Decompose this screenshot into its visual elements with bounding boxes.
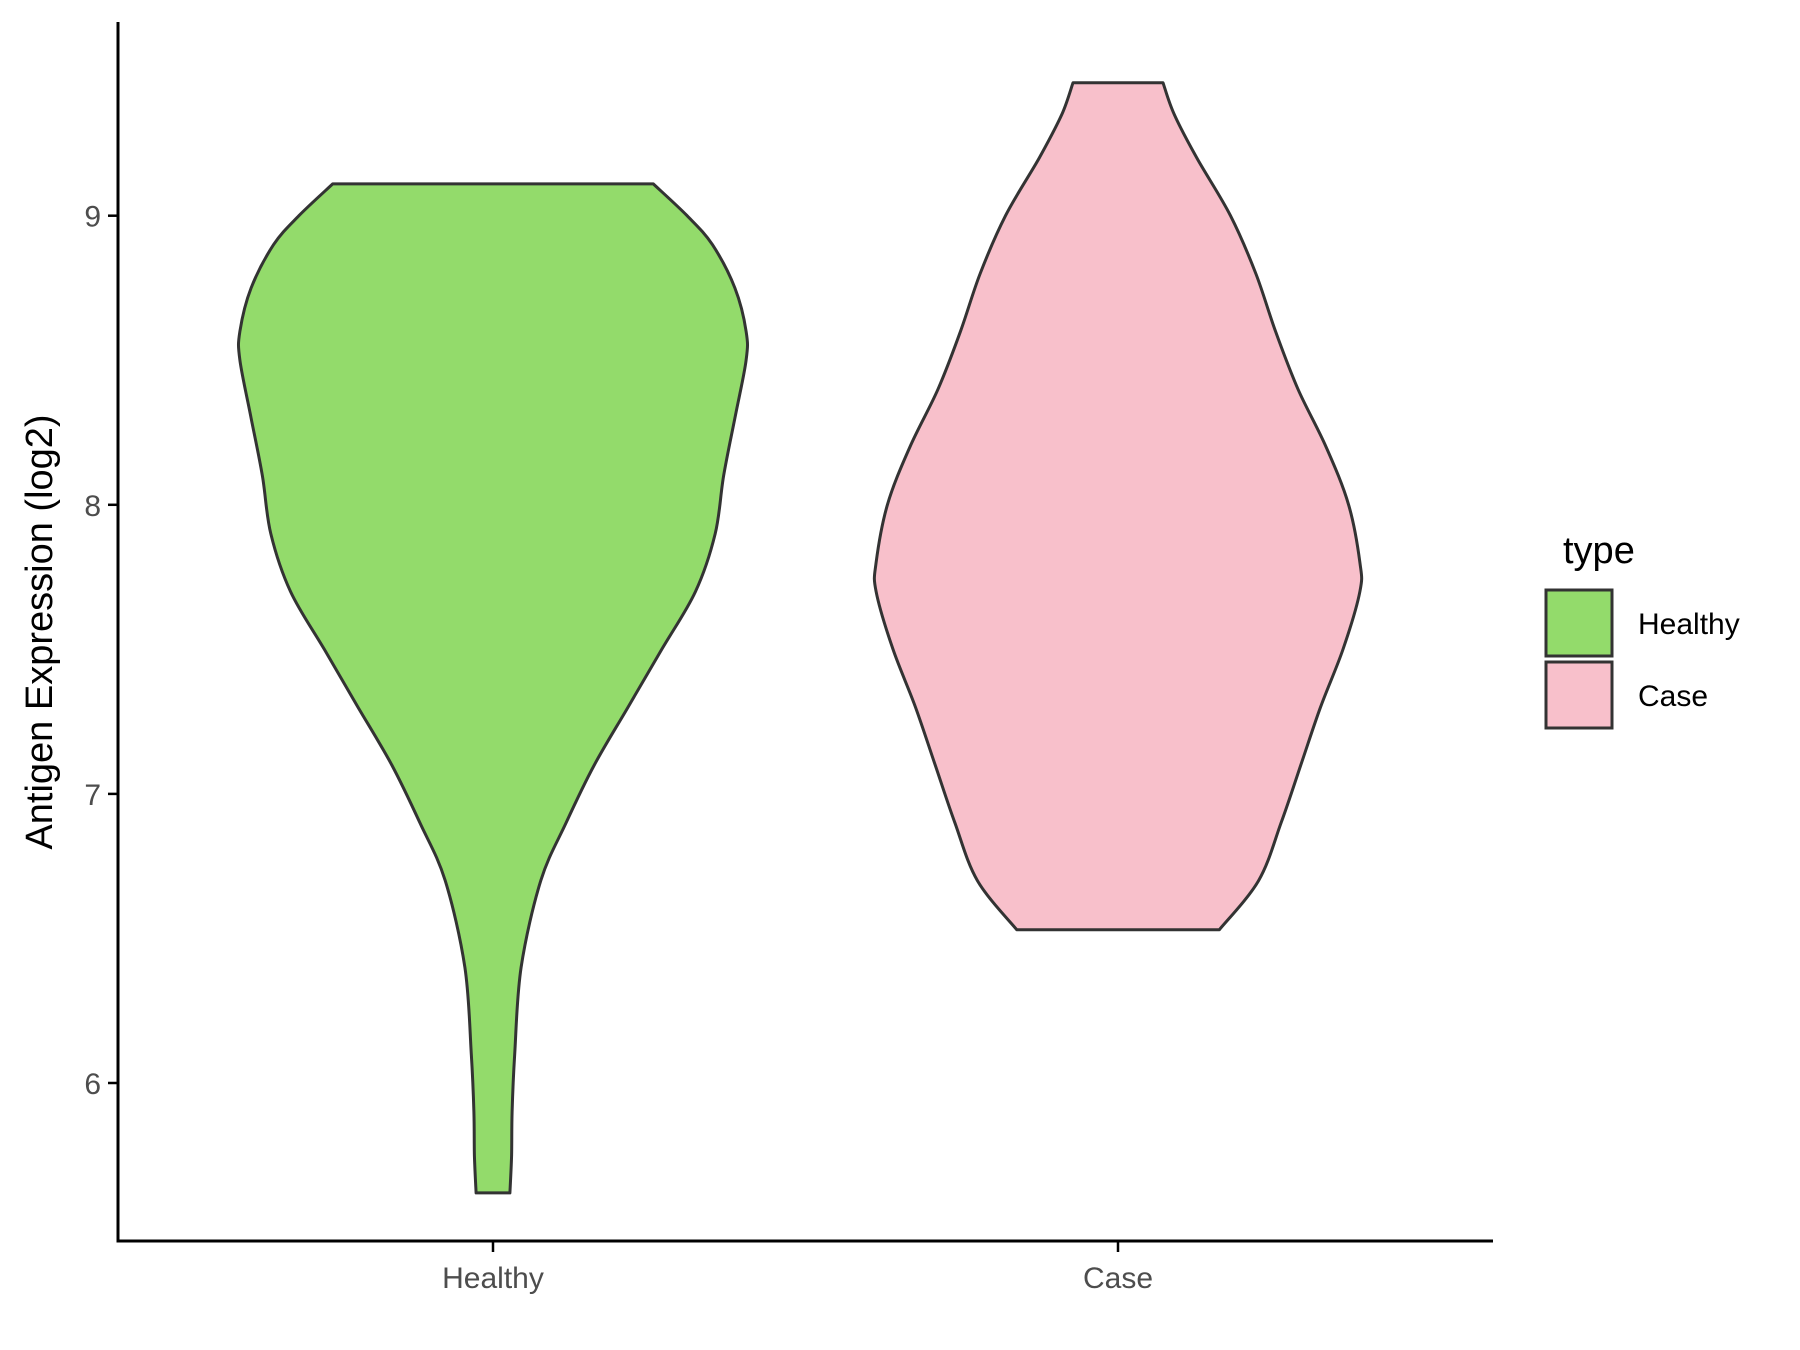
- x-tick-label-case: Case: [1083, 1262, 1153, 1295]
- y-tick-label: 9: [84, 201, 101, 234]
- x-tick-label-healthy: Healthy: [442, 1262, 544, 1295]
- legend-swatch-case: [1544, 660, 1614, 730]
- violin-healthy: [236, 182, 750, 1195]
- y-axis-ticks: 6 7 8 9: [84, 201, 118, 1101]
- legend-title: type: [1563, 530, 1635, 572]
- y-tick-label: 6: [84, 1068, 101, 1101]
- violin-case: [872, 81, 1364, 932]
- x-axis-ticks: Healthy Case: [442, 1242, 1153, 1295]
- legend-label-case: Case: [1638, 680, 1708, 713]
- y-tick-label: 7: [84, 779, 101, 812]
- legend: type Healthy Case: [1544, 530, 1740, 730]
- legend-entries: Healthy Case: [1544, 588, 1740, 730]
- y-axis-title: Antigen Expression (log2): [19, 414, 61, 849]
- violins-group: [236, 81, 1364, 1195]
- legend-label-healthy: Healthy: [1638, 608, 1740, 641]
- y-tick-label: 8: [84, 490, 101, 523]
- legend-swatch-healthy: [1544, 588, 1614, 658]
